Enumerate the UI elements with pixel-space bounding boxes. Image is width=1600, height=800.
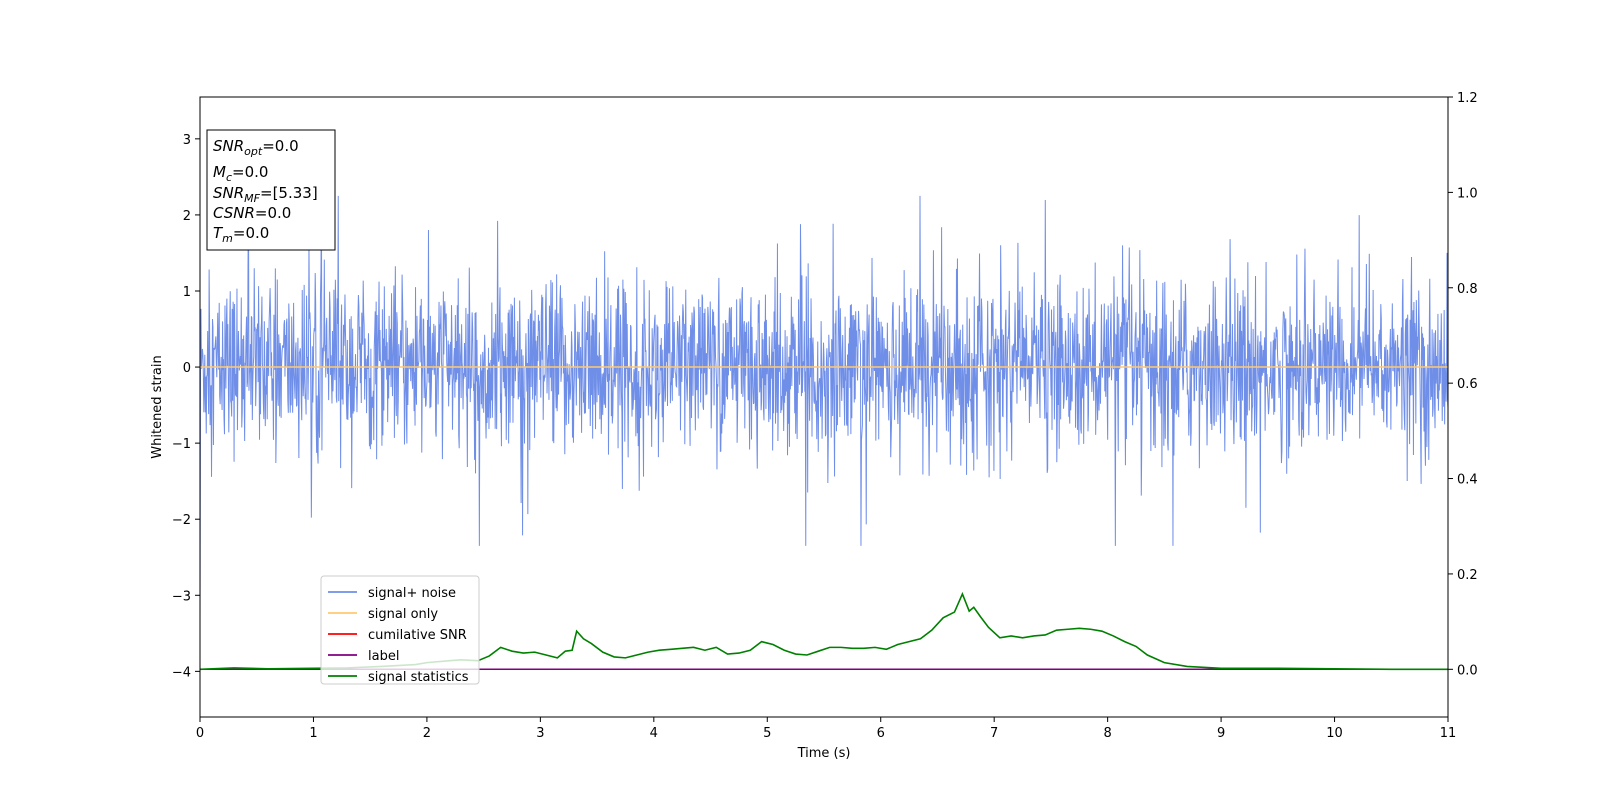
y-left-tick-label: 2 — [183, 209, 191, 224]
legend-frame — [320, 575, 480, 685]
y-right-tick-label: 0.0 — [1457, 663, 1478, 678]
info-line-value: =0.0 — [233, 224, 269, 242]
y-left-tick-label: 3 — [183, 133, 191, 148]
info-line-value: =[5.33] — [260, 184, 318, 202]
y-left-tick-label: −4 — [172, 665, 191, 680]
y-right-tick-label: 0.8 — [1457, 282, 1478, 297]
info-line-subscript: MF — [244, 192, 260, 205]
info-line-value: =0.0 — [232, 163, 268, 181]
info-line: Tm=0.0 — [213, 224, 269, 245]
legend-entry-label: signal statistics — [368, 670, 469, 685]
x-axis-label: Time (s) — [797, 746, 851, 761]
x-tick-label: 9 — [1217, 726, 1225, 741]
x-tick-label: 1 — [309, 726, 317, 741]
x-tick-label: 11 — [1440, 726, 1457, 741]
info-line-subscript: m — [222, 232, 233, 245]
x-tick-label: 6 — [877, 726, 885, 741]
x-axis: 0 1 2 3 4 5 6 7 8 9 10 11 — [196, 717, 1456, 741]
x-tick-label: 4 — [650, 726, 658, 741]
legend-entry-label: signal+ noise — [368, 586, 456, 601]
info-box: SNRopt=0.0Mc=0.0SNRMF=[5.33]CSNR=0.0Tm=0… — [206, 129, 336, 251]
x-tick-label: 10 — [1326, 726, 1343, 741]
info-line-name: SNR — [213, 137, 244, 155]
series-signal-plus-noise — [200, 195, 1448, 619]
y-axis-label: Whitened strain — [150, 355, 165, 458]
y-right-tick-label: 0.6 — [1457, 377, 1478, 392]
info-line-name: T — [213, 224, 224, 242]
y-axis-left: 3 2 1 0 −1 −2 −3 −4 — [172, 133, 200, 680]
legend-entry-label: signal only — [368, 607, 438, 622]
info-line: SNRopt=0.0 — [213, 137, 299, 158]
y-right-tick-label: 1.0 — [1457, 186, 1478, 201]
y-left-tick-label: −3 — [172, 589, 191, 604]
y-axis-right: 1.2 1.0 0.8 0.6 0.4 0.2 0.0 — [1448, 91, 1478, 678]
info-line-name: M — [213, 163, 226, 181]
x-tick-label: 8 — [1103, 726, 1111, 741]
info-line-value: =0.0 — [262, 137, 298, 155]
series-signal-statistics — [200, 591, 1448, 671]
info-line-name: CSNR — [213, 204, 255, 222]
legend: signal+ noise signal only cumilative SNR la… — [320, 575, 480, 685]
info-line-value: =0.0 — [255, 204, 291, 222]
y-left-tick-label: −2 — [172, 513, 191, 528]
y-right-tick-label: 0.4 — [1457, 473, 1478, 488]
y-right-tick-label: 1.2 — [1457, 91, 1478, 106]
y-left-tick-label: 1 — [183, 285, 191, 300]
x-tick-label: 3 — [536, 726, 544, 741]
y-left-tick-label: −1 — [172, 437, 191, 452]
y-left-tick-label: 0 — [183, 361, 191, 376]
info-line-subscript: c — [226, 171, 232, 184]
x-tick-label: 0 — [196, 726, 204, 741]
info-line: SNRMF=[5.33] — [213, 184, 318, 205]
x-tick-label: 2 — [423, 726, 431, 741]
legend-entry-label: label — [368, 649, 399, 664]
info-line: Mc=0.0 — [213, 163, 268, 184]
info-line-name: SNR — [213, 184, 244, 202]
y-right-tick-label: 0.2 — [1457, 568, 1478, 583]
plot-frame — [199, 96, 1449, 718]
legend-entry-label: cumilative SNR — [368, 628, 467, 643]
info-box-frame — [206, 129, 336, 251]
x-tick-label: 5 — [763, 726, 771, 741]
info-line: CSNR=0.0 — [213, 204, 291, 222]
info-line-subscript: opt — [244, 145, 263, 158]
x-tick-label: 7 — [990, 726, 998, 741]
